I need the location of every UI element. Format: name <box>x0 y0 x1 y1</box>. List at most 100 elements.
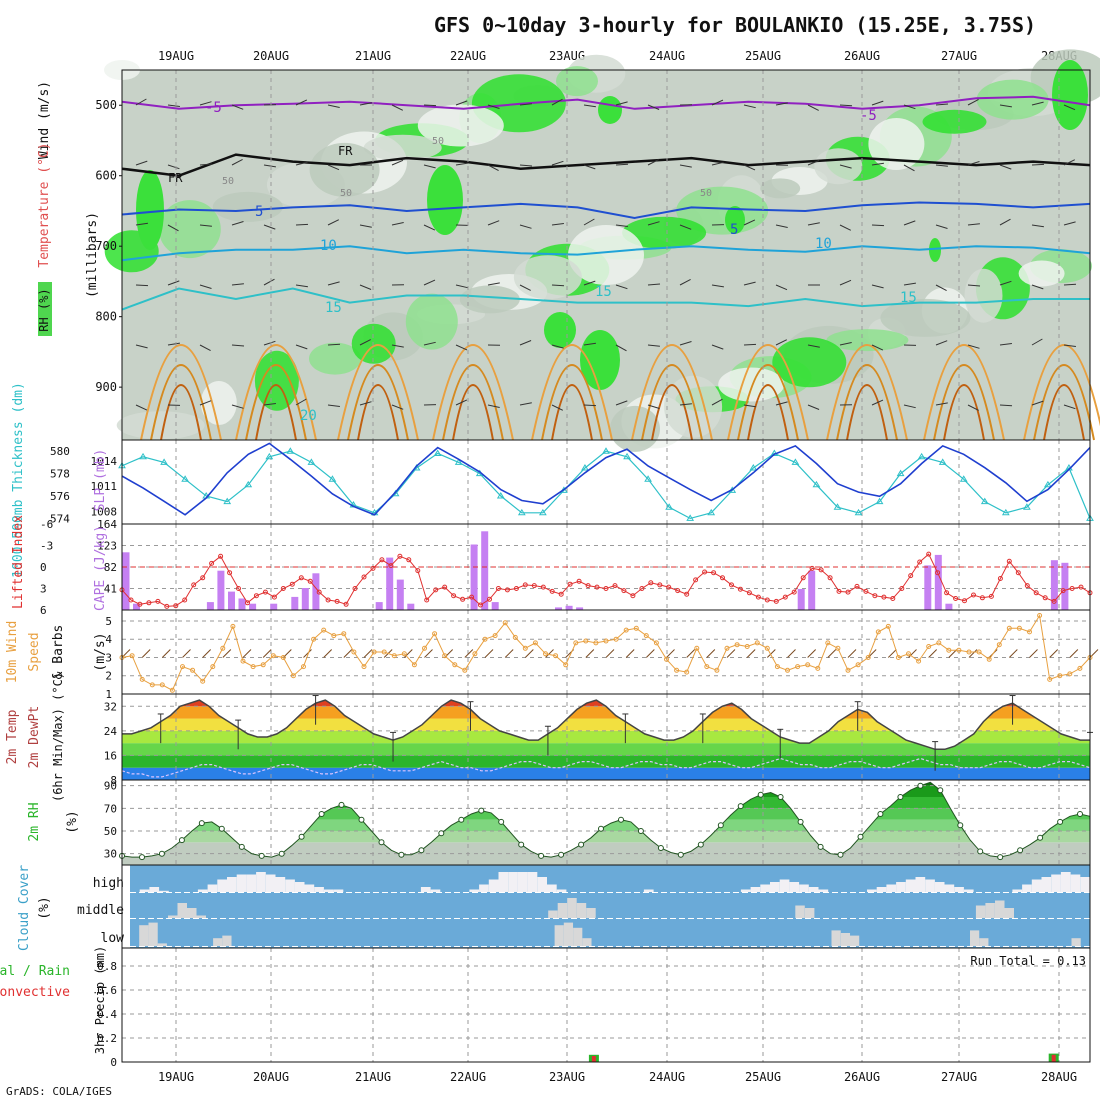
wind-barb <box>135 344 148 349</box>
date-label-top: 23AUG <box>549 49 585 63</box>
rh-point <box>997 854 1004 861</box>
lifted-index-point <box>406 557 412 563</box>
lifted-index-point <box>863 588 869 594</box>
thickness-point <box>433 449 442 456</box>
cloud-bar-high <box>1070 874 1081 892</box>
wind-barb <box>1031 101 1044 106</box>
wind-barb <box>679 224 692 230</box>
cloud-bar-high <box>740 889 751 892</box>
cloud-bar-middle <box>177 903 187 918</box>
wind-speed-point <box>694 645 700 651</box>
lifted-index-point <box>191 582 197 588</box>
precip-tick-label: 0 <box>110 1056 117 1069</box>
wind-speed-point <box>442 653 448 659</box>
rh-point <box>258 852 265 859</box>
cloud-bar-high <box>779 879 790 892</box>
lifted-index-point <box>245 600 250 606</box>
rh-point <box>618 816 624 823</box>
wind-speed-point <box>169 687 175 693</box>
wind-barb <box>847 649 857 658</box>
panel-side-label: Cloud Cover <box>17 865 32 951</box>
wind-barb <box>711 99 724 106</box>
wind-barb <box>583 218 595 226</box>
cloud-bar-low <box>148 922 158 946</box>
precip-convective-bar <box>591 1056 596 1062</box>
cloud-bar-high <box>760 884 770 892</box>
wind-barb <box>615 344 627 352</box>
cloud-bar-high <box>934 882 945 892</box>
boundary-temp-contour <box>452 384 494 441</box>
precip-tick-label: 0.2 <box>97 1032 117 1045</box>
lifted-index-point <box>997 576 1003 581</box>
thickness-point <box>328 475 337 482</box>
rh-patch <box>880 298 971 337</box>
wind-speed-point <box>311 636 317 642</box>
boundary-temp-contour <box>235 344 317 441</box>
wind-barb <box>423 224 436 231</box>
boundary-temp-contour <box>531 344 613 441</box>
cloud-bar-high <box>896 882 906 892</box>
temp-color-band <box>122 706 1090 719</box>
temp-color-band <box>122 718 1090 731</box>
lifted-index-point <box>666 584 672 590</box>
contour-label: 15 <box>900 290 917 306</box>
wind-barb <box>262 649 272 658</box>
lifted-index-point <box>648 580 654 586</box>
cloud-bar-high <box>1060 872 1071 892</box>
panel-frame <box>121 439 1091 525</box>
panel-side-label: 10m Wind <box>5 621 20 684</box>
rh2m-panel: 30 50 70 90 2m RH (%) <box>27 779 1091 866</box>
wind-barb <box>199 400 212 406</box>
slp-tick-label: 1011 <box>91 480 118 493</box>
wind-barb <box>1063 221 1076 226</box>
lifted-index-point <box>1060 588 1066 594</box>
thickness-point <box>833 503 842 510</box>
precip-total-legend: Total / Rain <box>0 964 70 979</box>
wind-tick-label: 5 <box>105 615 112 628</box>
rh-patch <box>868 118 925 170</box>
rh-point <box>398 851 405 858</box>
thickness-point <box>854 508 863 516</box>
wind-barb <box>967 161 980 166</box>
cape-li-panel: 41 82 123 164 6 3 0 -3 -6 Lifted Index CAPE (J/kg) <box>11 515 1093 617</box>
lifted-index-point <box>800 575 806 581</box>
lifted-index-point <box>612 583 618 589</box>
wind-speed-point <box>280 655 286 660</box>
cloud-bar-middle <box>196 915 206 918</box>
wind-barb <box>135 284 149 287</box>
wind-speed-point <box>704 664 710 670</box>
rh-point <box>917 782 924 789</box>
pressure-tick-label: 900 <box>95 380 117 394</box>
rh-color-band <box>122 785 1090 797</box>
panel-side-label: SLP (mb) <box>93 449 108 512</box>
wind-barb <box>1063 159 1076 166</box>
cloud-bar-low <box>831 930 841 946</box>
rh-patch <box>309 142 380 197</box>
lifted-index-point <box>971 592 976 598</box>
precip-tick-label: 0.6 <box>97 984 117 997</box>
lifted-index-point <box>280 586 286 591</box>
lifted-index-point <box>872 593 878 599</box>
cloud-bar-high <box>430 889 441 892</box>
wind-barb <box>827 649 837 658</box>
wind-speed-point <box>754 640 760 646</box>
li-tick-label: 3 <box>40 583 47 596</box>
wind10m-panel: 1 2 3 4 5 10m Wind Speed & Barbs (m/s) <box>5 609 1099 701</box>
lifted-index-point <box>1006 558 1012 564</box>
li-tick-label: -6 <box>40 518 53 531</box>
wind-barb <box>967 98 979 106</box>
rh-point <box>697 841 704 848</box>
wind-barb <box>487 282 500 286</box>
wind-barb <box>679 278 691 286</box>
wind-speed-point <box>361 664 367 670</box>
cape-bar <box>555 607 562 610</box>
cloud-bar-high <box>954 887 964 892</box>
cloud-bar-high <box>294 882 305 892</box>
wind-barb <box>242 649 252 658</box>
wind-speed-point <box>532 640 538 646</box>
wind-barb <box>464 649 474 658</box>
wind-barb <box>391 344 404 348</box>
boundary-temp-contour <box>943 384 985 441</box>
cape-bar <box>924 565 932 610</box>
contour-label: 15 <box>595 284 612 300</box>
